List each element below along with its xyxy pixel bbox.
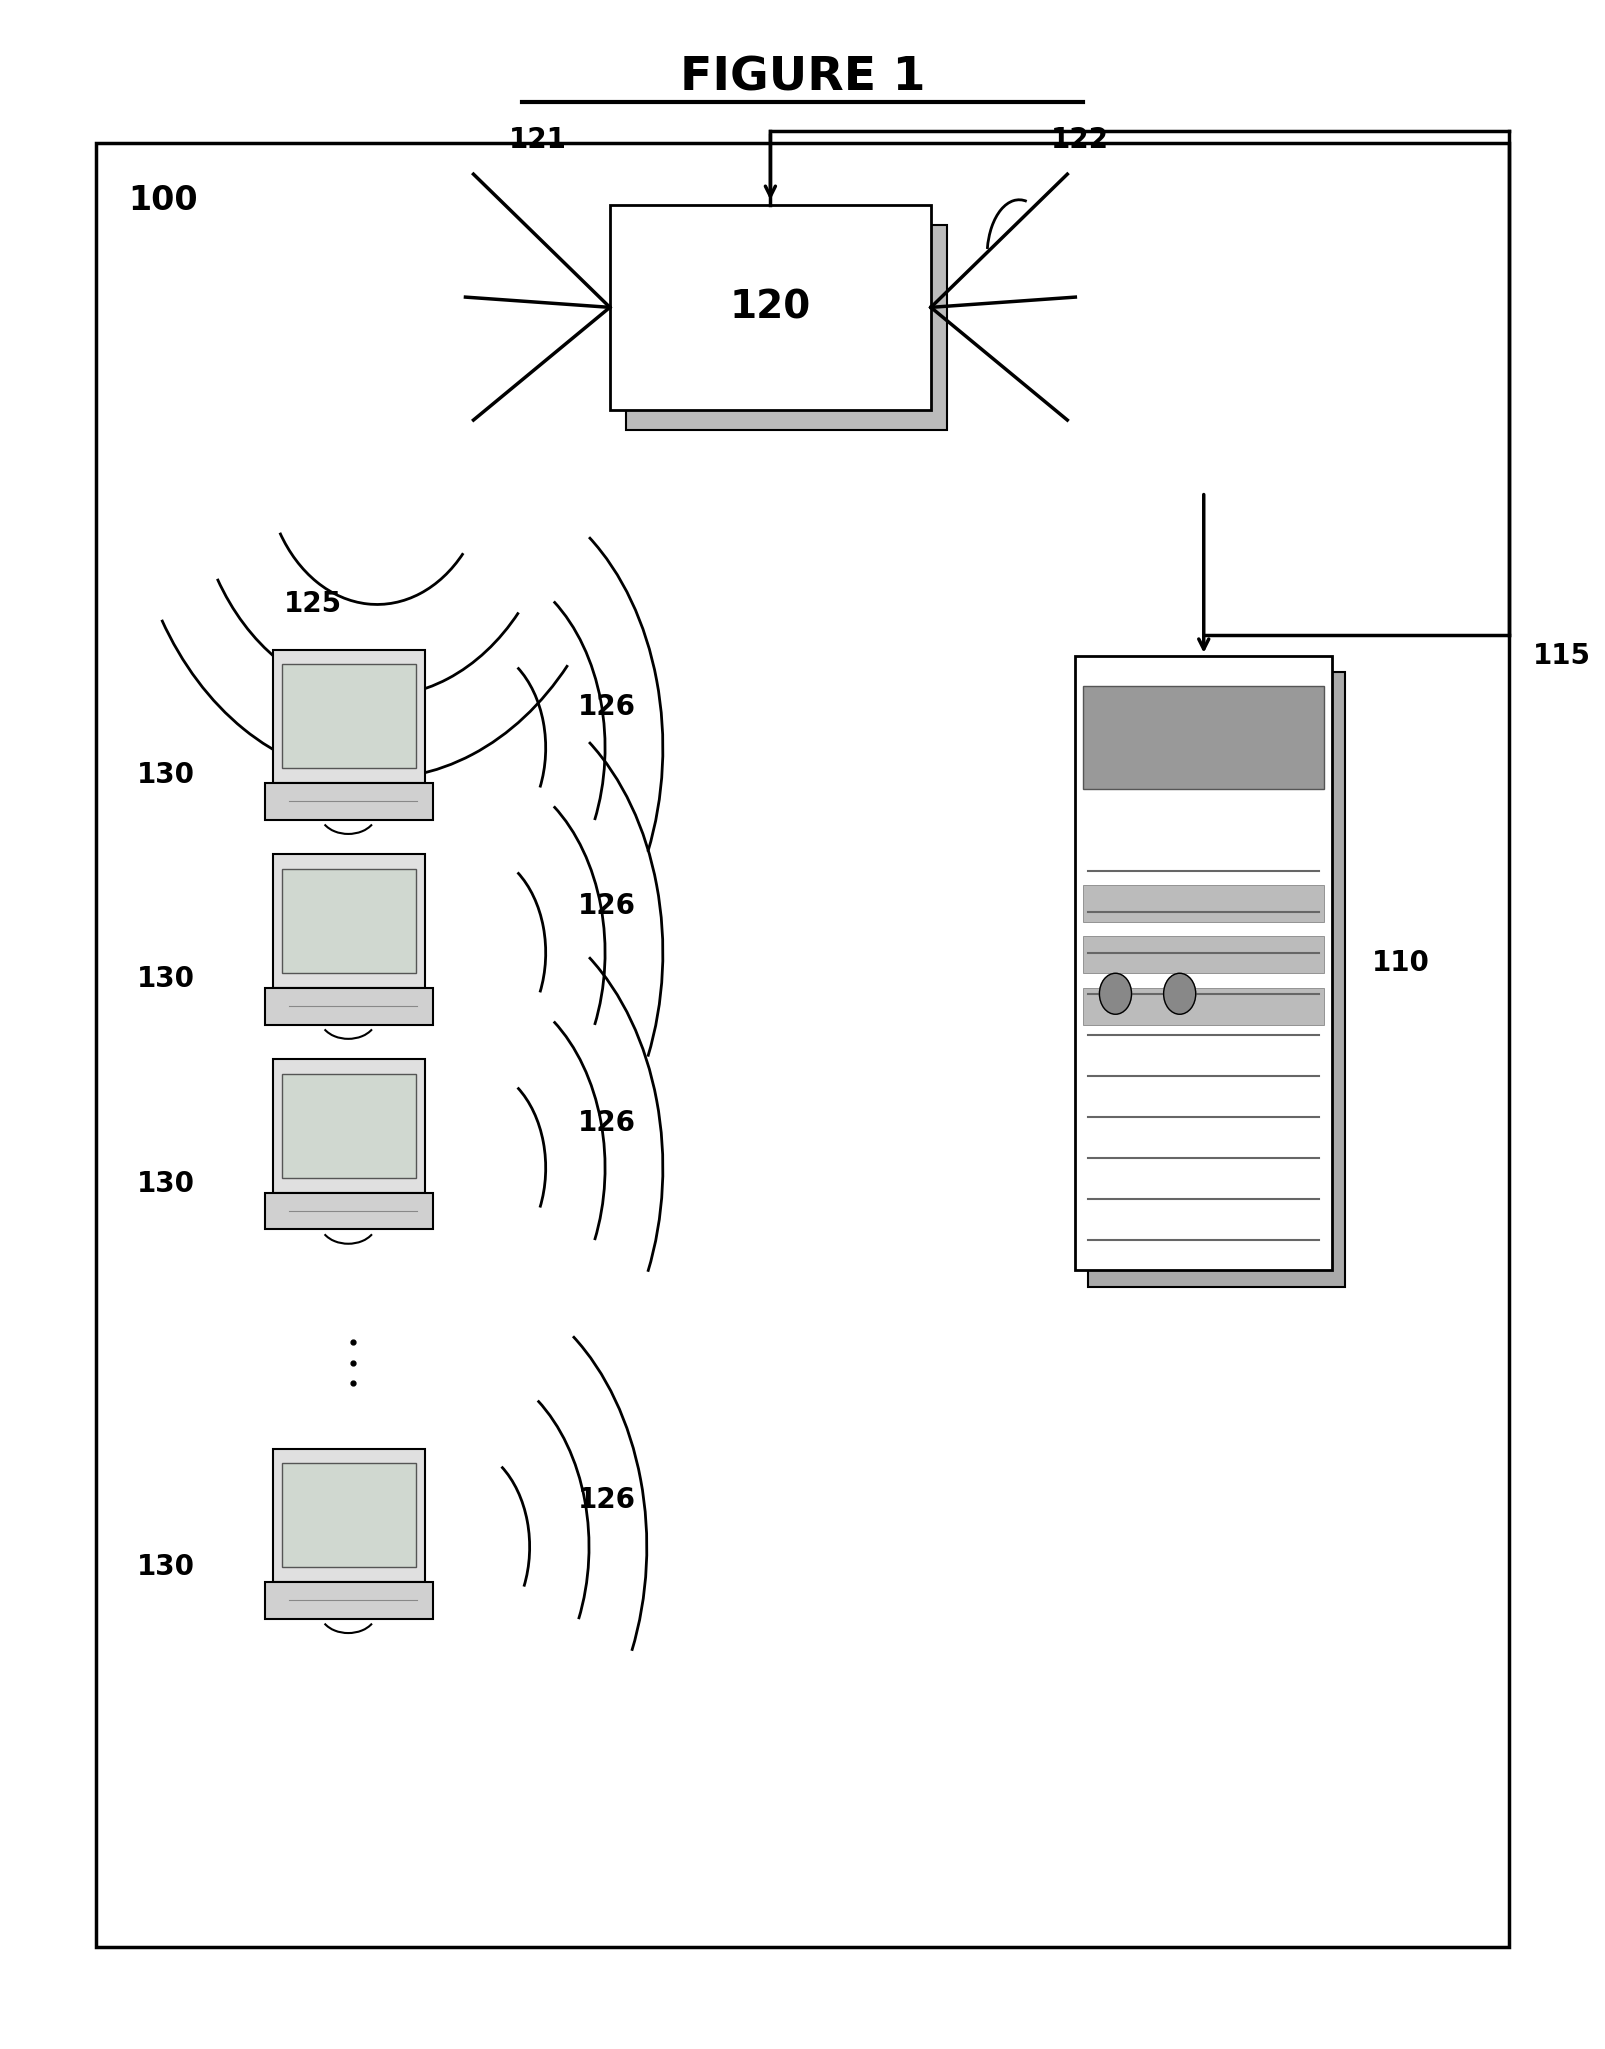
Bar <box>273 1449 425 1582</box>
Text: 121: 121 <box>509 125 567 154</box>
Text: 110: 110 <box>1372 949 1430 977</box>
Bar <box>1075 656 1332 1270</box>
Text: FIGURE 1: FIGURE 1 <box>681 55 924 100</box>
Text: 122: 122 <box>1051 125 1109 154</box>
Bar <box>96 143 1509 1947</box>
Bar <box>1083 885 1324 922</box>
Bar <box>282 664 416 768</box>
Text: 126: 126 <box>578 891 636 920</box>
Bar <box>265 988 433 1024</box>
Bar <box>273 854 425 988</box>
Bar <box>1083 988 1324 1024</box>
Bar <box>1088 672 1345 1287</box>
Bar <box>282 1074 416 1178</box>
Text: 125: 125 <box>284 590 342 619</box>
Bar <box>273 1059 425 1193</box>
Circle shape <box>1099 973 1132 1014</box>
Bar <box>626 225 947 430</box>
Bar <box>273 650 425 783</box>
Bar <box>610 205 931 410</box>
Text: 115: 115 <box>1533 641 1591 670</box>
Bar <box>282 1463 416 1567</box>
Circle shape <box>1164 973 1196 1014</box>
Text: 126: 126 <box>578 1109 636 1137</box>
Text: 130: 130 <box>136 1553 194 1582</box>
Bar <box>265 783 433 820</box>
Text: 130: 130 <box>136 965 194 994</box>
Bar <box>1083 686 1324 789</box>
Bar <box>282 869 416 973</box>
Text: 130: 130 <box>136 1170 194 1199</box>
Text: 100: 100 <box>128 184 197 217</box>
Bar <box>1083 936 1324 973</box>
Bar <box>265 1582 433 1619</box>
Text: 120: 120 <box>730 289 811 326</box>
Text: 126: 126 <box>578 1486 636 1514</box>
Bar <box>265 1193 433 1229</box>
Text: 130: 130 <box>136 760 194 789</box>
Text: 126: 126 <box>578 693 636 721</box>
